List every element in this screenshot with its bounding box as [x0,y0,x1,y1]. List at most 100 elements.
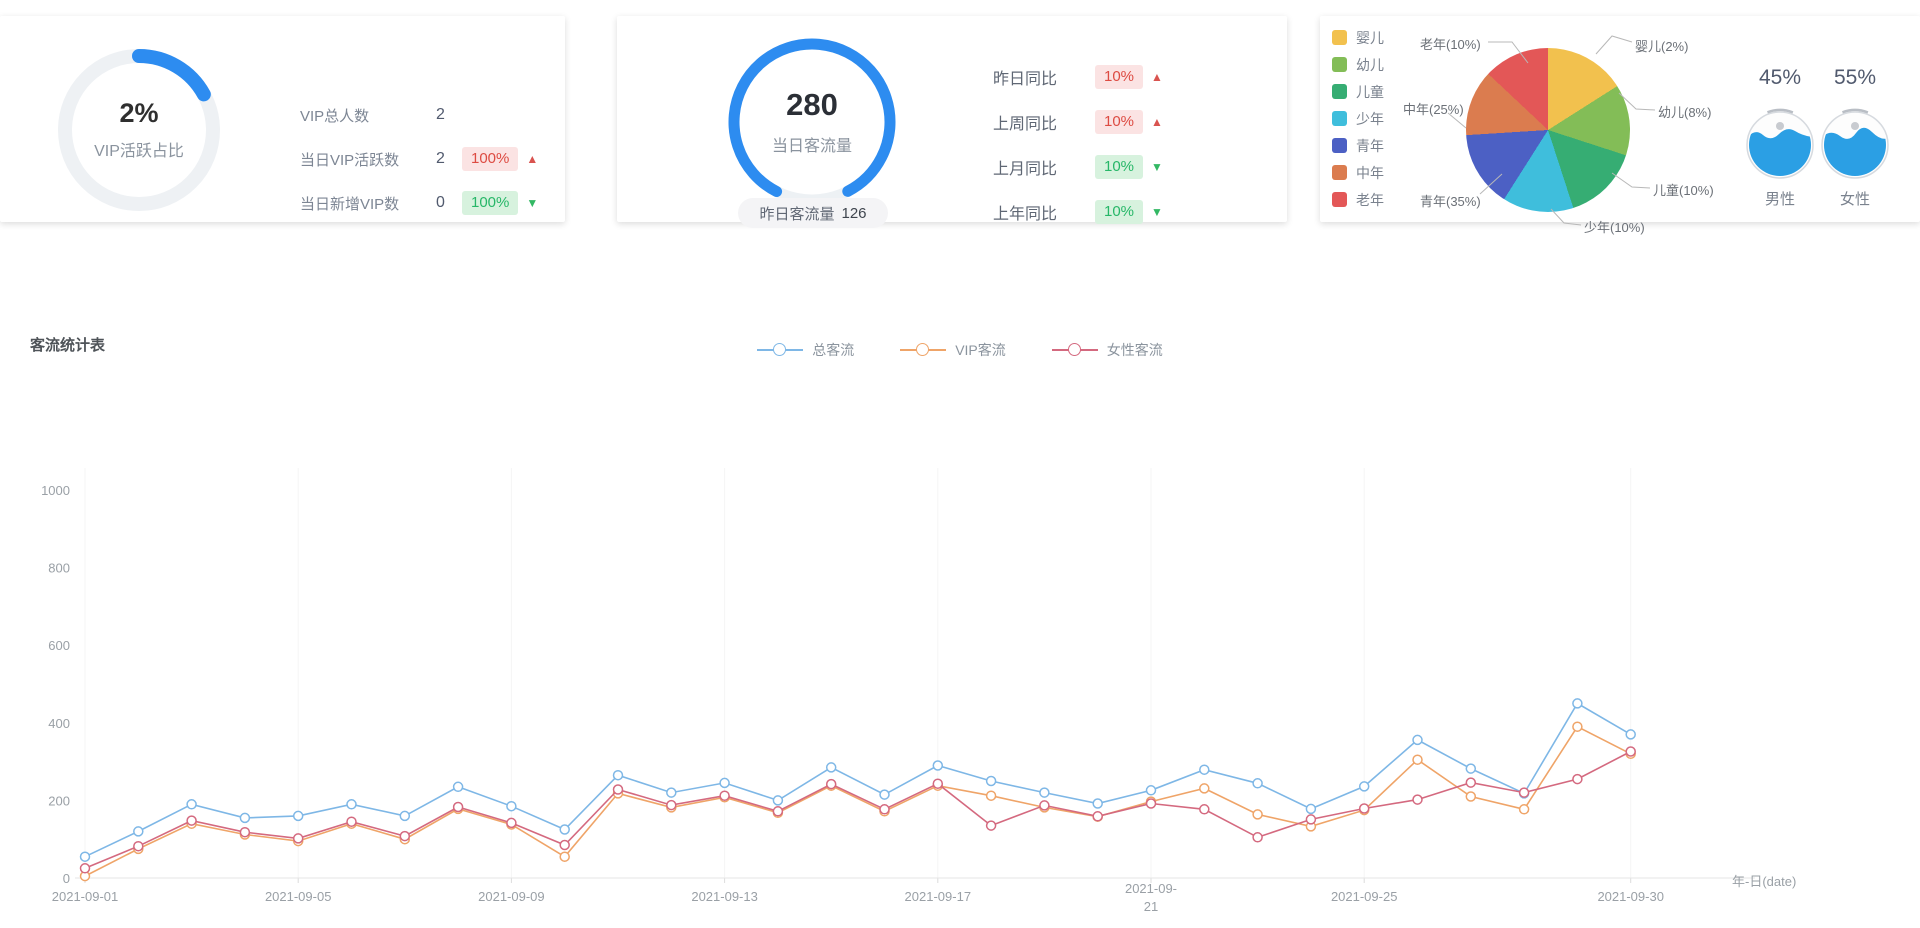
data-point[interactable] [292,833,304,844]
data-point[interactable] [1199,804,1210,815]
data-point[interactable] [506,817,517,829]
data-point[interactable] [879,806,890,817]
pie-legend-item[interactable]: 青年 [1332,132,1384,159]
data-point[interactable] [719,792,730,803]
data-point[interactable] [1358,781,1370,792]
data-point[interactable] [1092,798,1103,809]
flow-legend-item[interactable]: VIP客流 [900,340,1006,360]
data-point[interactable] [1252,832,1263,843]
data-point[interactable] [239,812,251,824]
data-point[interactable] [1625,729,1636,740]
data-point[interactable] [1092,811,1103,822]
flow-legend-item[interactable]: 总客流 [757,340,854,360]
pie-legend-item[interactable]: 儿童 [1332,78,1384,105]
data-point[interactable] [1465,791,1477,802]
data-point[interactable] [772,806,784,817]
data-point[interactable] [1039,802,1050,813]
data-point[interactable] [1358,803,1370,814]
data-point[interactable] [559,824,570,835]
data-point[interactable] [1039,787,1050,798]
data-point[interactable] [985,775,997,787]
data-point[interactable] [612,784,624,795]
data-point[interactable] [825,762,837,773]
data-point[interactable] [1572,698,1583,709]
data-point[interactable] [1412,754,1423,765]
data-point[interactable] [1572,773,1583,785]
data-point[interactable] [932,778,944,789]
data-point[interactable] [186,818,197,829]
data-point[interactable] [559,851,570,862]
data-point[interactable] [292,810,304,822]
data-point[interactable] [1625,746,1636,757]
data-point[interactable] [452,801,464,813]
data-point[interactable] [1092,811,1103,822]
data-point[interactable] [452,803,464,815]
data-point[interactable] [879,804,890,815]
data-point[interactable] [1039,800,1050,811]
data-point[interactable] [133,840,144,852]
data-point[interactable] [1199,783,1210,794]
data-point[interactable] [932,760,944,771]
data-point[interactable] [1518,788,1530,799]
data-point[interactable] [346,799,357,810]
data-point[interactable] [879,789,890,800]
data-point[interactable] [506,800,517,812]
data-point[interactable] [1145,785,1157,796]
data-point[interactable] [399,810,411,822]
data-point[interactable] [1465,763,1477,774]
data-point[interactable] [666,799,677,811]
data-point[interactable] [1572,721,1583,732]
data-point[interactable] [1145,796,1157,807]
data-point[interactable] [1305,814,1317,825]
data-point[interactable] [1412,794,1423,805]
data-point[interactable] [666,787,677,798]
data-point[interactable] [1412,734,1423,746]
data-point[interactable] [1305,821,1317,832]
data-point[interactable] [399,833,411,845]
data-point[interactable] [239,829,251,840]
age-pie-chart[interactable] [1466,48,1630,212]
data-point[interactable] [932,780,944,791]
data-point[interactable] [825,780,837,791]
data-point[interactable] [825,778,837,790]
data-point[interactable] [719,777,730,789]
data-point[interactable] [186,799,197,810]
data-point[interactable] [772,795,784,806]
data-point[interactable] [506,819,517,830]
data-point[interactable] [1465,777,1477,788]
pie-legend-item[interactable]: 婴儿 [1332,24,1384,51]
data-point[interactable] [399,830,411,842]
data-point[interactable] [612,769,624,781]
data-point[interactable] [772,807,784,819]
data-point[interactable] [1252,809,1263,820]
data-point[interactable] [985,820,997,831]
pie-legend-item[interactable]: 老年 [1332,186,1384,213]
data-point[interactable] [133,843,144,855]
data-point[interactable] [79,863,91,874]
pie-legend-item[interactable]: 中年 [1332,159,1384,186]
data-point[interactable] [1252,778,1263,789]
data-point[interactable] [239,826,251,838]
data-point[interactable] [186,815,197,826]
data-point[interactable] [1145,798,1157,809]
data-point[interactable] [1518,787,1530,798]
pie-legend-item[interactable]: 少年 [1332,105,1384,132]
data-point[interactable] [1518,804,1530,815]
data-point[interactable] [452,781,464,793]
data-point[interactable] [1358,804,1370,816]
data-point[interactable] [79,851,91,862]
data-point[interactable] [292,835,304,847]
pie-legend-item[interactable]: 幼儿 [1332,51,1384,78]
data-point[interactable] [612,788,624,799]
data-point[interactable] [719,790,730,801]
data-point[interactable] [79,870,91,882]
data-point[interactable] [1625,748,1636,760]
data-point[interactable] [666,802,677,813]
data-point[interactable] [1305,803,1317,815]
data-point[interactable] [1199,764,1210,775]
data-point[interactable] [346,816,357,827]
data-point[interactable] [559,839,570,851]
data-point[interactable] [985,790,997,801]
data-point[interactable] [133,826,144,837]
flow-legend-item[interactable]: 女性客流 [1051,340,1163,360]
